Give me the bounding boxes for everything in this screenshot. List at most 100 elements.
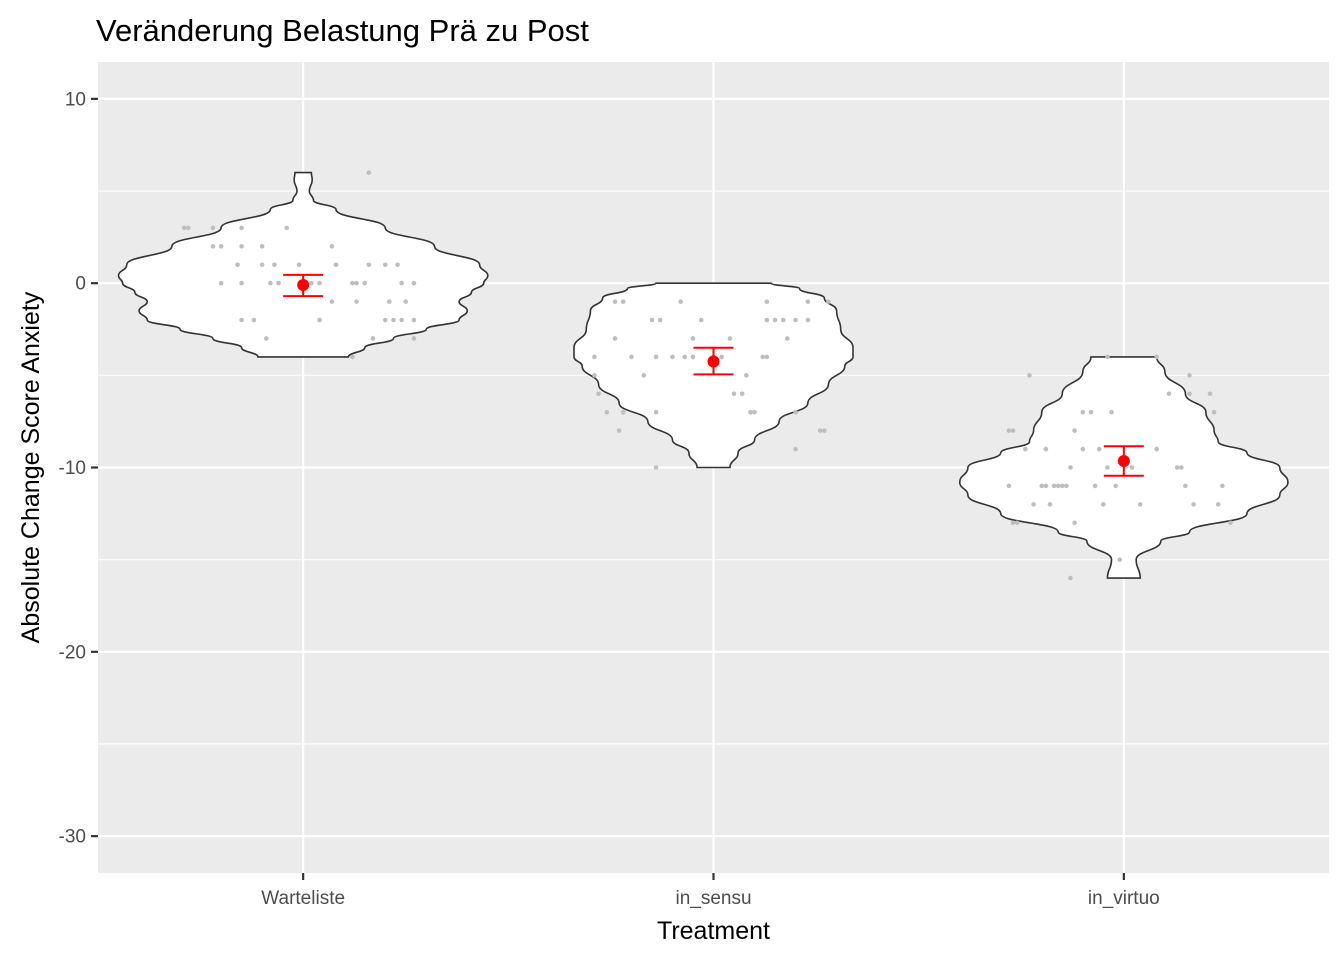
data-point bbox=[727, 336, 733, 341]
data-point bbox=[1191, 502, 1196, 507]
data-point bbox=[748, 409, 753, 415]
data-point bbox=[218, 280, 224, 286]
data-point bbox=[239, 317, 244, 323]
data-point bbox=[1105, 354, 1110, 360]
data-point bbox=[690, 336, 696, 341]
data-point bbox=[296, 262, 302, 268]
data-point bbox=[1014, 520, 1020, 526]
chart-title: Veränderung Belastung Prä zu Post bbox=[96, 13, 589, 48]
data-point bbox=[284, 225, 290, 231]
data-point bbox=[1072, 520, 1077, 526]
y-tick-label: -30 bbox=[59, 827, 86, 848]
data-point bbox=[629, 354, 634, 360]
data-point bbox=[1215, 502, 1221, 507]
data-point bbox=[239, 225, 244, 231]
data-point bbox=[620, 299, 626, 304]
data-point bbox=[793, 317, 798, 323]
data-point bbox=[210, 225, 216, 231]
data-point bbox=[276, 280, 281, 286]
data-point bbox=[1129, 465, 1135, 470]
data-point bbox=[382, 262, 388, 268]
data-point bbox=[1059, 483, 1065, 489]
data-point bbox=[1039, 483, 1045, 489]
data-point bbox=[1220, 483, 1225, 489]
x-axis-title: Treatment bbox=[657, 917, 770, 945]
data-point bbox=[1027, 373, 1032, 378]
mean-point bbox=[707, 355, 720, 368]
data-point bbox=[1137, 502, 1143, 507]
x-tick-label: in_sensu bbox=[675, 888, 751, 909]
data-point bbox=[317, 317, 322, 323]
data-point bbox=[329, 244, 335, 249]
data-point bbox=[185, 225, 191, 231]
data-point bbox=[399, 317, 404, 323]
data-point bbox=[1023, 446, 1028, 452]
data-point bbox=[354, 280, 359, 286]
data-point bbox=[218, 244, 224, 249]
data-point bbox=[333, 262, 339, 268]
data-point bbox=[604, 409, 610, 415]
data-point bbox=[366, 262, 372, 268]
data-point bbox=[1187, 373, 1192, 378]
data-point bbox=[670, 354, 675, 360]
data-point bbox=[350, 354, 355, 360]
data-point bbox=[1178, 465, 1184, 470]
data-point bbox=[1113, 483, 1118, 489]
data-point bbox=[309, 280, 314, 286]
data-point bbox=[780, 317, 786, 323]
mean-point bbox=[297, 279, 310, 292]
data-point bbox=[817, 428, 823, 433]
data-point bbox=[1068, 465, 1073, 470]
data-point bbox=[251, 317, 257, 323]
data-point bbox=[1228, 520, 1233, 526]
data-point bbox=[272, 262, 277, 268]
data-point bbox=[805, 317, 811, 323]
data-point bbox=[1207, 391, 1213, 397]
data-point bbox=[239, 244, 244, 249]
means-layer bbox=[283, 273, 1144, 477]
data-point bbox=[596, 391, 601, 397]
data-point bbox=[731, 391, 737, 397]
data-point bbox=[317, 280, 322, 286]
data-point bbox=[764, 354, 770, 360]
data-point bbox=[760, 354, 766, 360]
data-point bbox=[1187, 391, 1192, 397]
data-point bbox=[1072, 428, 1077, 433]
data-point bbox=[1080, 409, 1086, 415]
y-tick-label: -20 bbox=[59, 642, 86, 663]
data-point bbox=[235, 262, 240, 268]
data-point bbox=[1006, 483, 1012, 489]
data-point bbox=[1047, 502, 1053, 507]
data-point bbox=[1101, 502, 1106, 507]
data-point bbox=[719, 354, 725, 360]
data-point bbox=[592, 354, 597, 360]
data-point bbox=[239, 280, 244, 286]
data-point bbox=[764, 299, 770, 304]
data-point bbox=[403, 299, 409, 304]
data-point bbox=[1154, 446, 1159, 452]
data-point bbox=[805, 299, 811, 304]
data-point bbox=[259, 244, 265, 249]
data-point bbox=[350, 280, 355, 286]
data-point bbox=[354, 299, 359, 304]
data-point bbox=[1109, 409, 1114, 415]
data-point bbox=[653, 354, 659, 360]
data-point bbox=[1043, 446, 1049, 452]
data-point bbox=[785, 336, 790, 341]
data-point bbox=[1183, 483, 1188, 489]
violin-Warteliste bbox=[117, 171, 489, 358]
data-point bbox=[744, 373, 749, 378]
data-point bbox=[391, 317, 396, 323]
data-point bbox=[395, 262, 400, 268]
data-point bbox=[411, 336, 417, 341]
data-point bbox=[620, 409, 626, 415]
data-point bbox=[399, 280, 404, 286]
x-tick-label: Warteliste bbox=[261, 888, 345, 909]
data-point bbox=[1117, 557, 1123, 562]
data-point bbox=[653, 465, 659, 470]
data-point bbox=[362, 280, 368, 286]
data-point bbox=[1006, 428, 1012, 433]
data-point bbox=[268, 280, 273, 286]
data-point bbox=[793, 409, 798, 415]
